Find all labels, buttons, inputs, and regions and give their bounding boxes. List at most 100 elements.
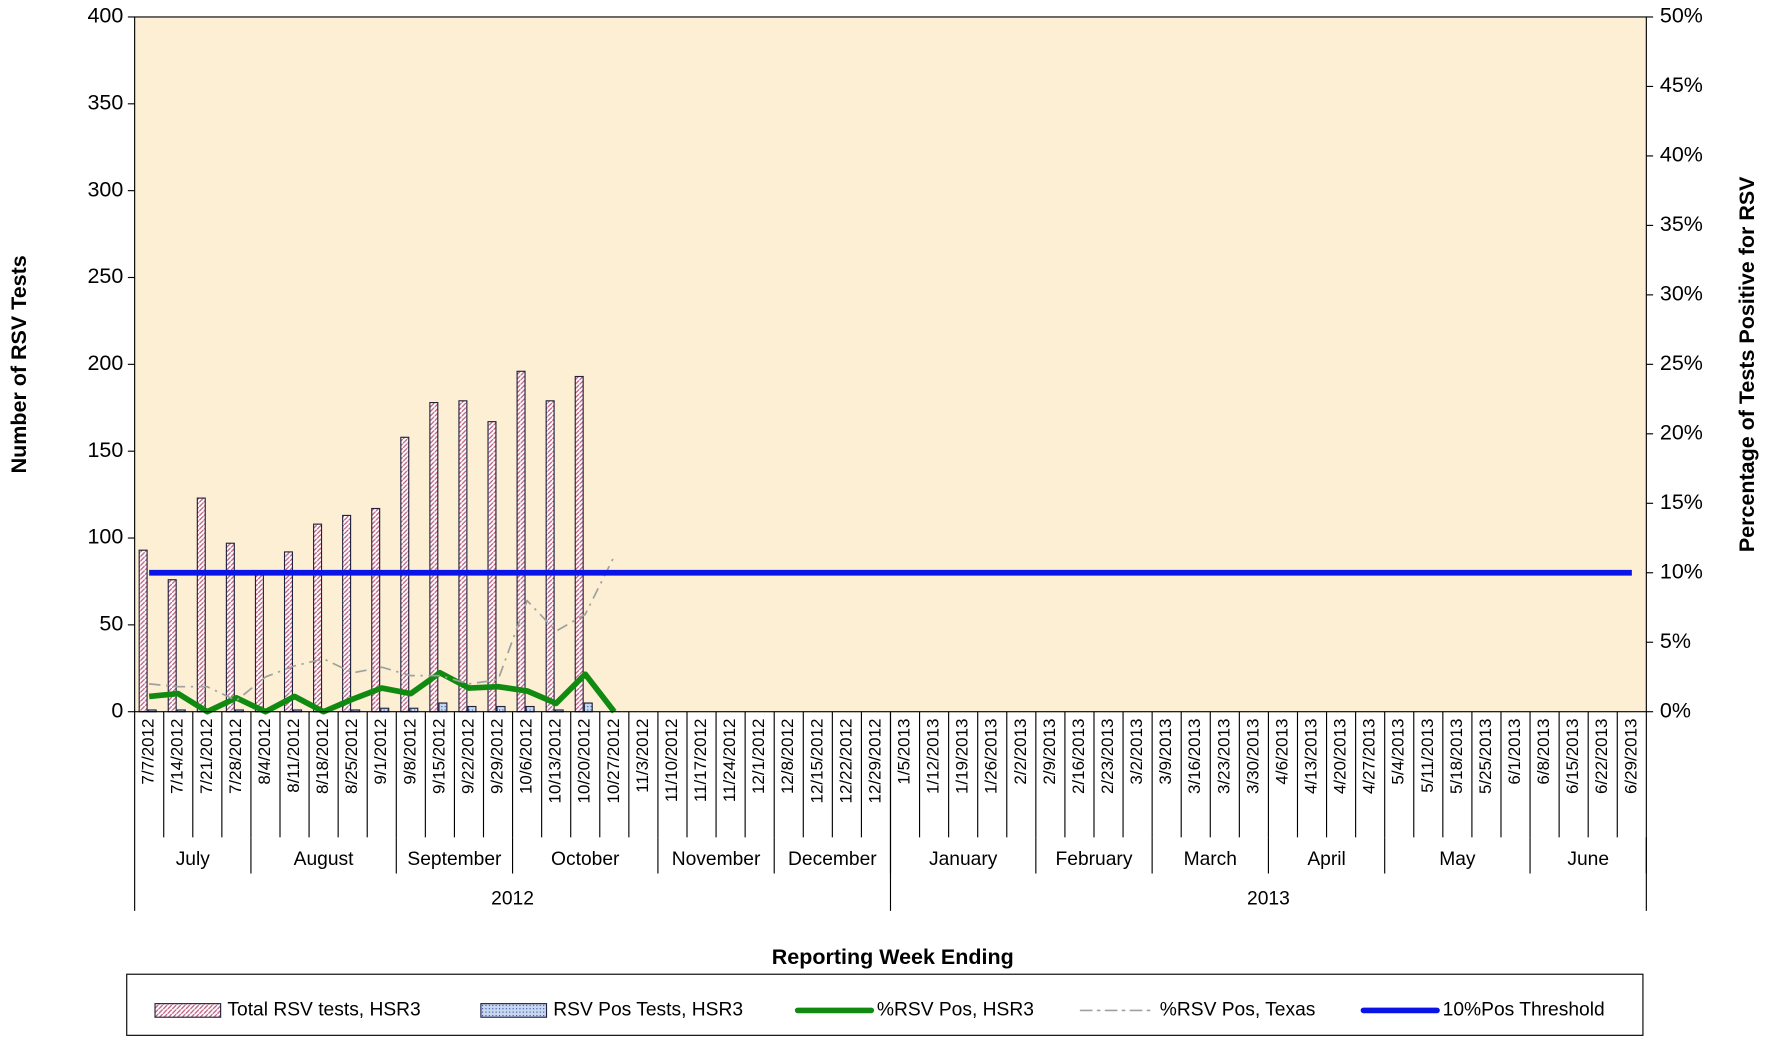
month-label: September: [407, 849, 502, 870]
x-tick-label: 2/23/2013: [1098, 719, 1117, 795]
y2-tick-label: 40%: [1660, 143, 1703, 167]
x-tick-label: 3/16/2013: [1185, 719, 1204, 795]
bar: [283, 551, 294, 713]
x-tick-label: 11/24/2012: [720, 719, 739, 803]
x-tick-label: 11/3/2012: [633, 719, 652, 793]
x-tick-label: 4/27/2013: [1360, 719, 1379, 795]
bar: [313, 523, 323, 713]
bar: [487, 421, 497, 713]
y-axis-title: Number of RSV Tests: [7, 255, 31, 473]
month-label: February: [1056, 849, 1133, 870]
x-tick-label: 3/23/2013: [1214, 719, 1233, 795]
x-tick-label: 9/8/2012: [400, 719, 419, 785]
x-tick-label: 6/22/2013: [1592, 719, 1611, 795]
y-tick-label: 400: [87, 4, 123, 28]
x-tick-label: 3/2/2013: [1127, 719, 1146, 785]
y2-tick-label: 10%: [1660, 559, 1703, 583]
y-tick-label: 100: [87, 525, 123, 549]
line-series: [149, 555, 616, 702]
x-tick-label: 1/12/2013: [924, 719, 943, 795]
y-tick-label: 50: [99, 612, 123, 636]
bar: [254, 572, 264, 713]
month-label: April: [1307, 849, 1345, 870]
x-tick-label: 7/21/2012: [197, 719, 216, 795]
y2-tick-label: 45%: [1660, 73, 1703, 97]
x-tick-label: 12/29/2012: [865, 719, 884, 804]
plot-frame: [134, 16, 1647, 713]
y2-tick-label: 25%: [1660, 351, 1703, 375]
bar: [438, 702, 448, 713]
x-tick-label: 10/20/2012: [575, 719, 594, 804]
x-tick-label: 12/22/2012: [836, 719, 855, 804]
bar: [225, 542, 235, 713]
x-tick-label: 9/1/2012: [371, 719, 390, 785]
legend-label: %RSV Pos, Texas: [1160, 1000, 1316, 1021]
y-tick-label: 0: [111, 698, 123, 722]
y-tick-label: 250: [87, 264, 123, 288]
y2-tick-label: 20%: [1660, 420, 1703, 444]
x-tick-label: 9/29/2012: [488, 719, 507, 795]
month-label: January: [929, 849, 998, 870]
x-tick-label: 1/26/2013: [982, 719, 1001, 795]
bar: [429, 401, 439, 713]
y-tick-label: 350: [87, 90, 123, 114]
x-tick-label: 9/15/2012: [429, 719, 448, 795]
legend-box: [126, 973, 1644, 1036]
bar: [342, 514, 352, 713]
y-tick-label: 200: [87, 351, 123, 375]
month-label: December: [788, 849, 877, 870]
y2-tick-label: 0%: [1660, 698, 1691, 722]
x-tick-label: 8/25/2012: [342, 719, 361, 795]
y2-axis-title: Percentage of Tests Positive for RSV: [1735, 176, 1759, 552]
x-tick-label: 12/1/2012: [749, 719, 768, 795]
x-tick-label: 10/6/2012: [517, 719, 536, 795]
bar: [467, 705, 477, 713]
x-tick-label: 1/5/2013: [895, 719, 914, 785]
x-tick-label: 12/8/2012: [778, 719, 797, 795]
x-tick-label: 7/7/2012: [139, 719, 158, 785]
x-tick-label: 11/10/2012: [662, 719, 681, 803]
y2-tick-label: 5%: [1660, 629, 1691, 653]
x-tick-label: 2/9/2013: [1040, 719, 1059, 785]
x-tick-label: 2/16/2013: [1069, 719, 1088, 795]
y2-tick-label: 15%: [1660, 490, 1703, 514]
x-tick-label: 7/14/2012: [168, 719, 187, 795]
bar: [138, 549, 148, 713]
year-label: 2013: [1247, 889, 1290, 910]
y2-tick-label: 35%: [1660, 212, 1703, 236]
x-tick-label: 10/27/2012: [604, 719, 623, 804]
x-tick-label: 3/30/2013: [1243, 719, 1262, 795]
month-label: June: [1567, 849, 1609, 870]
y2-tick-label: 30%: [1660, 282, 1703, 306]
legend-swatch: [154, 1003, 222, 1018]
bar: [458, 400, 468, 713]
plot-background: [134, 16, 1647, 712]
x-tick-label: 5/25/2013: [1476, 719, 1495, 795]
x-tick-label: 3/9/2013: [1156, 719, 1175, 785]
month-label: August: [294, 849, 354, 870]
year-label: 2012: [491, 889, 534, 910]
legend-swatch: [480, 1003, 548, 1018]
legend-label: RSV Pos Tests, HSR3: [553, 1000, 743, 1021]
legend-label: Total RSV tests, HSR3: [227, 1000, 420, 1021]
x-tick-label: 6/29/2013: [1621, 719, 1640, 795]
x-tick-label: 12/15/2012: [807, 719, 826, 804]
bar: [516, 370, 526, 713]
x-tick-label: 4/20/2013: [1331, 719, 1350, 795]
y2-tick-label: 50%: [1660, 4, 1703, 28]
x-tick-label: 11/17/2012: [691, 719, 710, 803]
x-tick-label: 7/28/2012: [226, 719, 245, 795]
x-tick-label: 4/6/2013: [1272, 719, 1291, 785]
bar: [583, 702, 593, 713]
bar: [196, 497, 206, 713]
month-label: July: [176, 849, 211, 870]
x-tick-label: 8/18/2012: [313, 719, 332, 795]
bar: [525, 705, 535, 713]
legend-label: %RSV Pos, HSR3: [877, 1000, 1034, 1021]
line-series: [148, 669, 617, 715]
y-tick-label: 150: [87, 438, 123, 462]
x-axis-title: Reporting Week Ending: [772, 945, 1014, 969]
chart-body: Reporting Week Ending Number of RSV Test…: [7, 4, 1759, 1036]
x-tick-label: 10/13/2012: [546, 719, 565, 804]
